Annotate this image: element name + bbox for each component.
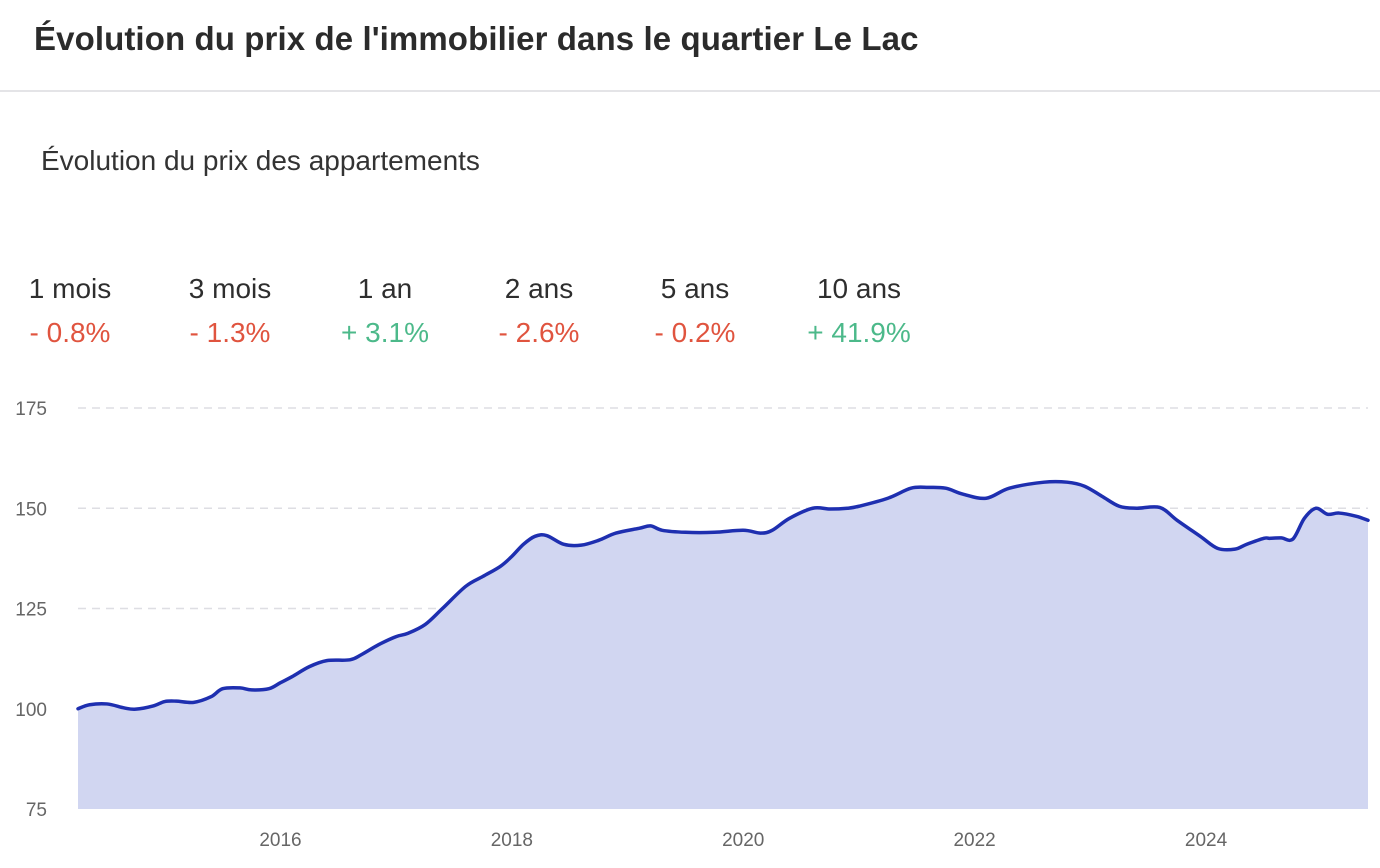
stat-change: - 2.6% [498, 317, 580, 348]
x-tick-label: 2022 [953, 830, 995, 851]
y-tick-label: 100 [15, 700, 47, 721]
x-tick-label: 2020 [722, 830, 764, 851]
stat-period: 1 mois [28, 273, 112, 304]
x-tick-label: 2018 [491, 830, 533, 851]
stat-period: 3 mois [188, 273, 272, 304]
price-change-stats: 1 mois - 0.8% 3 mois - 1.3% 1 an + 3.1% … [0, 270, 1000, 360]
stat-2-ans: 2 ans - 2.6% [459, 270, 619, 352]
stat-period: 2 ans [504, 273, 574, 304]
stat-period: 10 ans [816, 273, 902, 304]
stat-1-mois: 1 mois - 0.8% [0, 270, 150, 352]
price-line [76, 479, 1370, 711]
stat-10-ans: 10 ans + 41.9% [779, 270, 939, 352]
stat-change: - 0.8% [29, 317, 111, 348]
x-tick-label: 2024 [1185, 830, 1228, 851]
stat-change: - 1.3% [189, 317, 271, 348]
stat-5-ans: 5 ans - 0.2% [615, 270, 775, 352]
price-chart: 75 100 125 150 175 2016 2018 2020 2022 2024 [15, 399, 1370, 851]
y-tick-label: 75 [26, 800, 47, 821]
stat-period: 5 ans [660, 273, 730, 304]
stat-1-an: 1 an + 3.1% [305, 270, 465, 352]
page-header: Évolution du prix de l'immobilier dans l… [0, 0, 1380, 92]
stat-change: + 3.1% [341, 317, 429, 348]
x-tick-label: 2016 [259, 830, 301, 851]
stat-3-mois: 3 mois - 1.3% [150, 270, 310, 352]
y-tick-label: 175 [15, 399, 47, 420]
stat-period: 1 an [357, 273, 413, 304]
y-tick-label: 150 [15, 499, 47, 520]
y-axis-ticks: 75 100 125 150 175 [15, 399, 47, 821]
y-tick-label: 125 [15, 600, 47, 621]
stat-change: - 0.2% [654, 317, 736, 348]
price-area [78, 481, 1368, 809]
x-axis-ticks: 2016 2018 2020 2022 2024 [259, 830, 1227, 851]
chart-subtitle: Évolution du prix des appartements [41, 145, 480, 176]
page-title: Évolution du prix de l'immobilier dans l… [34, 20, 919, 57]
stat-change: + 41.9% [807, 317, 911, 348]
